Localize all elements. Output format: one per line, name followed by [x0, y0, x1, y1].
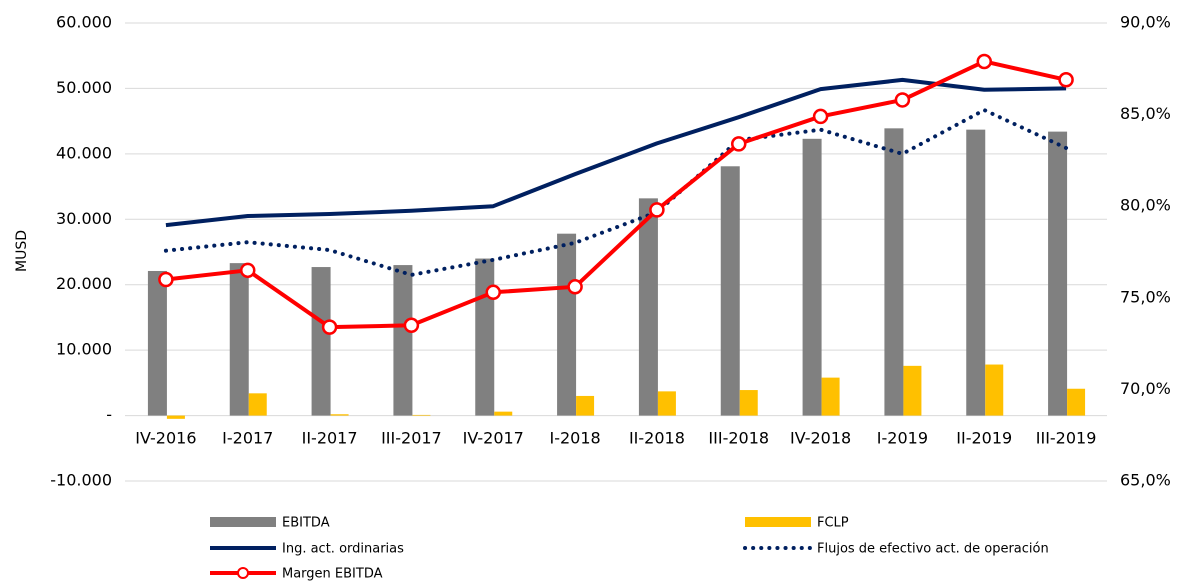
bar [802, 138, 822, 416]
bar [884, 128, 904, 416]
bar [739, 390, 758, 416]
bar [393, 265, 413, 416]
bar [903, 365, 922, 416]
bar [638, 198, 658, 416]
line-marker [1058, 72, 1074, 88]
legend-label: Margen EBITDA [282, 567, 383, 581]
bar [311, 267, 331, 416]
bar [229, 263, 249, 416]
bar [657, 391, 676, 416]
line-marker [485, 284, 501, 301]
bar [1067, 388, 1086, 416]
y-axis-label: MUSD [14, 230, 30, 272]
bar [166, 415, 185, 419]
y-tick-label: 20.000 [56, 274, 112, 293]
y-tick-label: 30.000 [56, 209, 112, 228]
legend-label: Flujos de efectivo act. de operación [817, 542, 1049, 557]
bar [821, 377, 840, 416]
y2-tick-label: 85,0% [1120, 104, 1171, 123]
line-marker [812, 108, 829, 125]
line-marker [403, 317, 420, 334]
x-tick-label: IV-2017 [463, 429, 524, 448]
x-tick-label: I-2017 [222, 429, 273, 448]
line-series [165, 59, 1067, 330]
bar [1048, 131, 1068, 416]
line-series [163, 108, 1069, 277]
x-tick-label: I-2019 [877, 429, 928, 448]
bar [966, 129, 986, 416]
legend-label: EBITDA [282, 516, 330, 531]
line-marker [240, 262, 256, 279]
y-tick-label: 40.000 [56, 143, 112, 162]
y2-tick-label: 90,0% [1120, 13, 1171, 32]
bar [248, 393, 267, 416]
x-tick-label: IV-2016 [135, 429, 196, 448]
y-tick-label: -10.000 [50, 471, 112, 490]
x-tick-label: III-2019 [1036, 429, 1097, 448]
y-tick-label: 10.000 [56, 340, 112, 359]
y-tick-label: 60.000 [56, 13, 112, 32]
legend-label: Ing. act. ordinarias [282, 542, 404, 557]
bar [720, 166, 740, 416]
y2-tick-label: 80,0% [1120, 196, 1171, 215]
line-marker [731, 136, 747, 152]
y-tick-label: - [106, 405, 112, 424]
x-tick-label: II-2017 [302, 429, 358, 448]
bar [985, 364, 1004, 416]
y2-tick-label: 70,0% [1120, 379, 1171, 398]
y2-tick-label: 75,0% [1120, 287, 1171, 306]
line-marker [649, 202, 665, 218]
legend-swatch [210, 517, 276, 527]
y-tick-label: 50.000 [56, 78, 112, 97]
line-marker [894, 92, 911, 108]
line-marker [567, 279, 583, 295]
line-marker [158, 271, 174, 288]
legend-swatch [745, 517, 811, 527]
legend-marker [237, 567, 249, 579]
line-marker [321, 319, 338, 335]
x-tick-label: II-2018 [629, 429, 685, 448]
x-tick-label: II-2019 [956, 429, 1012, 448]
legend-label: FCLP [817, 516, 849, 531]
bar [576, 395, 595, 416]
x-tick-label: III-2017 [381, 429, 442, 448]
bar [557, 233, 577, 416]
x-tick-label: IV-2018 [790, 429, 851, 448]
line-marker [976, 53, 992, 70]
y2-tick-label: 65,0% [1120, 471, 1171, 490]
bar [475, 258, 495, 416]
x-tick-label: I-2018 [549, 429, 600, 448]
bar [412, 414, 431, 416]
bar [330, 414, 349, 416]
line-series [165, 77, 1067, 228]
bar [494, 411, 513, 416]
x-tick-label: III-2018 [708, 429, 769, 448]
bar [147, 270, 167, 416]
